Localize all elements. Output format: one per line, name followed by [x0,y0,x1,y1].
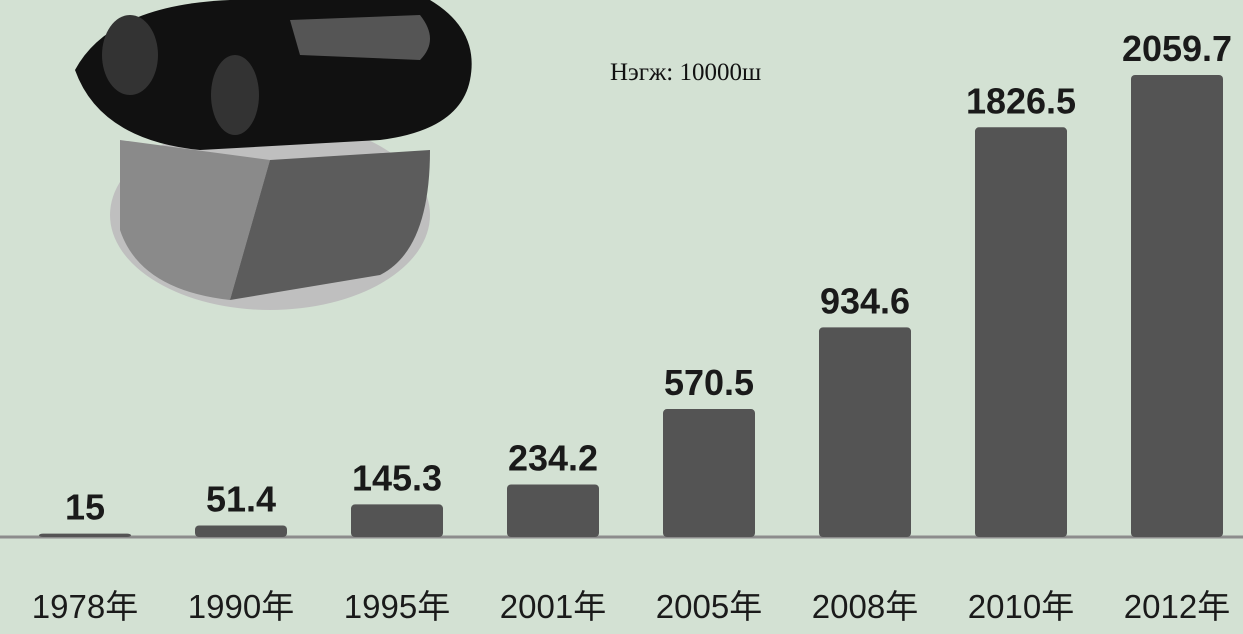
value-label: 2059.7 [1122,28,1232,69]
x-tick-label: 2008年 [812,588,918,625]
bar [663,409,755,537]
value-label: 1826.5 [966,80,1076,121]
x-tick-label: 1995年 [344,588,450,625]
bar [975,127,1067,538]
x-tick-label: 1990年 [188,588,294,625]
bar [195,525,287,537]
x-tick-label: 2005年 [656,588,762,625]
value-label: 51.4 [206,478,276,519]
value-label: 145.3 [352,457,442,498]
value-label: 234.2 [508,437,598,478]
bar [507,484,599,537]
value-label: 15 [65,487,105,528]
bar [39,533,131,537]
bar [351,504,443,537]
value-label: 934.6 [820,280,910,321]
x-tick-label: 1978年 [32,588,138,625]
unit-label: Нэгж: 10000ш [610,59,761,86]
x-tick-label: 2001年 [500,588,606,625]
bar [819,327,911,537]
x-tick-label: 2010年 [968,588,1074,625]
value-label: 570.5 [664,362,754,403]
bar [1131,75,1223,537]
car-illustration [75,0,472,310]
x-tick-label: 2012年 [1124,588,1230,625]
